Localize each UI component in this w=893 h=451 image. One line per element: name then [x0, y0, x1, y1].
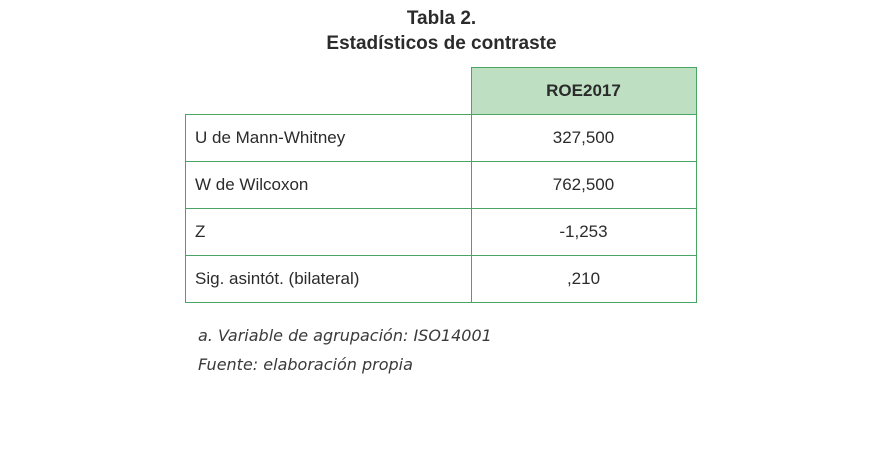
row-label: W de Wilcoxon	[185, 161, 472, 209]
table-title: Tabla 2. Estadísticos de contraste	[0, 6, 883, 56]
source-note: Fuente: elaboración propia	[198, 355, 413, 374]
empty-header-cell	[185, 67, 471, 115]
grouping-note: a. Variable de agrupación: ISO14001	[198, 326, 492, 345]
table-row: U de Mann-Whitney 327,500	[185, 114, 697, 162]
statistics-table: ROE2017 U de Mann-Whitney 327,500 W de W…	[185, 67, 697, 303]
row-value: 762,500	[470, 161, 697, 209]
row-label: Z	[185, 208, 472, 256]
row-value: 327,500	[470, 114, 697, 162]
row-value: -1,253	[470, 208, 697, 256]
table-caption: Estadísticos de contraste	[326, 33, 557, 54]
table-row: W de Wilcoxon 762,500	[185, 161, 697, 209]
table-number: Tabla 2.	[406, 8, 477, 29]
table-header-row: ROE2017	[185, 67, 697, 115]
row-label: U de Mann-Whitney	[185, 114, 472, 162]
table-row: Sig. asintót. (bilateral) ,210	[185, 255, 697, 303]
row-value: ,210	[470, 255, 697, 303]
row-label: Sig. asintót. (bilateral)	[185, 255, 472, 303]
column-header-roe2017: ROE2017	[470, 67, 697, 115]
table-row: Z -1,253	[185, 208, 697, 256]
table-notes: a. Variable de agrupación: ISO14001 Fuen…	[198, 321, 492, 379]
